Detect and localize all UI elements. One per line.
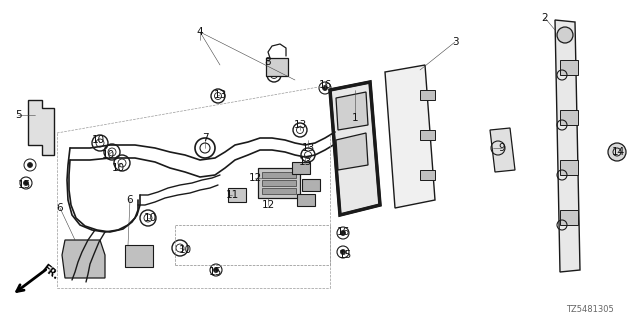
Bar	[228, 188, 246, 202]
Text: 11: 11	[225, 190, 239, 200]
Text: 3: 3	[452, 37, 458, 47]
Polygon shape	[336, 92, 368, 130]
Text: 10: 10	[111, 163, 125, 173]
Circle shape	[28, 163, 33, 167]
Text: TZ5481305: TZ5481305	[566, 306, 614, 315]
Bar	[560, 210, 578, 225]
Bar	[420, 130, 435, 140]
Text: 15: 15	[339, 250, 351, 260]
Bar	[262, 180, 296, 186]
Text: 6: 6	[57, 203, 63, 213]
Text: 10: 10	[143, 213, 157, 223]
Bar	[302, 179, 320, 191]
Text: 13: 13	[293, 120, 307, 130]
Circle shape	[214, 268, 218, 273]
Polygon shape	[336, 133, 368, 170]
Text: 7: 7	[202, 133, 208, 143]
Text: 4: 4	[196, 27, 204, 37]
Text: FR.: FR.	[40, 262, 60, 282]
Bar	[292, 162, 310, 174]
Polygon shape	[28, 100, 54, 155]
Text: 15: 15	[209, 267, 221, 277]
Polygon shape	[555, 20, 580, 272]
Circle shape	[340, 230, 346, 236]
Bar	[297, 194, 315, 206]
Bar	[420, 170, 435, 180]
Bar	[560, 160, 578, 175]
Text: 2: 2	[541, 13, 548, 23]
Circle shape	[323, 85, 328, 91]
Text: 10: 10	[101, 150, 115, 160]
Circle shape	[340, 250, 346, 254]
Circle shape	[608, 143, 626, 161]
Text: 13: 13	[298, 157, 312, 167]
Text: 13: 13	[213, 90, 227, 100]
Bar	[266, 58, 288, 76]
Text: 16: 16	[337, 227, 349, 237]
Polygon shape	[62, 240, 105, 278]
Text: 9: 9	[499, 143, 506, 153]
Text: 6: 6	[127, 195, 133, 205]
Text: 8: 8	[265, 57, 271, 67]
Bar	[560, 60, 578, 75]
Text: 5: 5	[15, 110, 21, 120]
Bar	[125, 245, 153, 267]
Polygon shape	[490, 128, 515, 172]
Bar	[262, 172, 296, 178]
Bar	[420, 90, 435, 100]
Circle shape	[24, 180, 29, 186]
Bar	[258, 168, 300, 198]
Polygon shape	[330, 82, 380, 215]
Text: 1: 1	[352, 113, 358, 123]
Text: 10: 10	[92, 135, 104, 145]
Text: 14: 14	[611, 147, 625, 157]
Text: 12: 12	[248, 173, 262, 183]
Text: 15: 15	[17, 180, 31, 190]
Circle shape	[557, 27, 573, 43]
Bar	[560, 110, 578, 125]
Polygon shape	[385, 65, 435, 208]
Text: 13: 13	[301, 143, 315, 153]
Text: 12: 12	[261, 200, 275, 210]
Text: 16: 16	[318, 80, 332, 90]
Text: 10: 10	[179, 245, 191, 255]
Bar	[262, 188, 296, 194]
